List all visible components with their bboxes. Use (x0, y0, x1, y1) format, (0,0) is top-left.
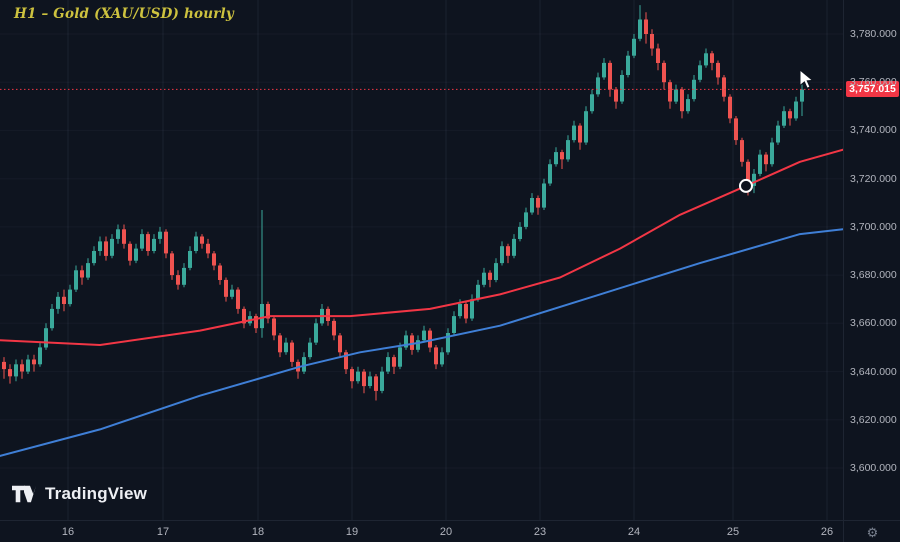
time-axis-label: 26 (820, 526, 834, 538)
time-axis-label: 20 (439, 526, 453, 538)
last-price-label: 3,757.015 (846, 81, 899, 98)
time-axis[interactable]: 16 17 18 19 20 23 24 25 26 (0, 520, 843, 542)
price-axis-label: 3,720.000 (850, 172, 897, 185)
time-axis-label: 19 (345, 526, 359, 538)
price-axis-label: 3,680.000 (850, 269, 897, 282)
price-axis-label: 3,640.000 (850, 365, 897, 378)
tradingview-logo[interactable]: TradingView (12, 484, 147, 504)
time-axis-label: 25 (726, 526, 740, 538)
tradingview-logo-text: TradingView (45, 484, 148, 503)
time-axis-label: 18 (251, 526, 265, 538)
price-axis-label: 3,780.000 (850, 28, 897, 40)
grid (67, 0, 828, 520)
price-axis-label: 3,600.000 (850, 462, 897, 474)
chart-canvas[interactable] (0, 0, 843, 520)
chart-title: H1 – Gold (XAU/USD) hourly (14, 6, 234, 22)
tradingview-logo-icon (12, 485, 36, 503)
price-axis-label: 3,620.000 (850, 413, 897, 426)
price-axis-label: 3,740.000 (850, 124, 897, 137)
price-axis-label: 3,700.000 (850, 220, 897, 233)
mouse-cursor-icon (799, 68, 814, 89)
time-axis-label: 17 (156, 526, 170, 538)
time-axis-label: 23 (533, 526, 547, 538)
time-axis-label: 16 (61, 526, 75, 538)
price-axis-label: 3,760.000 (850, 76, 897, 89)
price-axis-label: 3,660.000 (850, 317, 897, 330)
candles (2, 5, 804, 401)
settings-gear-icon[interactable]: ⚙ (866, 524, 879, 540)
axis-settings-corner: ⚙ (843, 520, 900, 542)
ma-slow-line (0, 228, 843, 457)
entry-marker (739, 178, 753, 193)
price-axis[interactable]: 3,757.015 3,780.000 3,760.000 3,740.000 3,7… (843, 0, 900, 520)
time-axis-label: 24 (627, 526, 641, 538)
